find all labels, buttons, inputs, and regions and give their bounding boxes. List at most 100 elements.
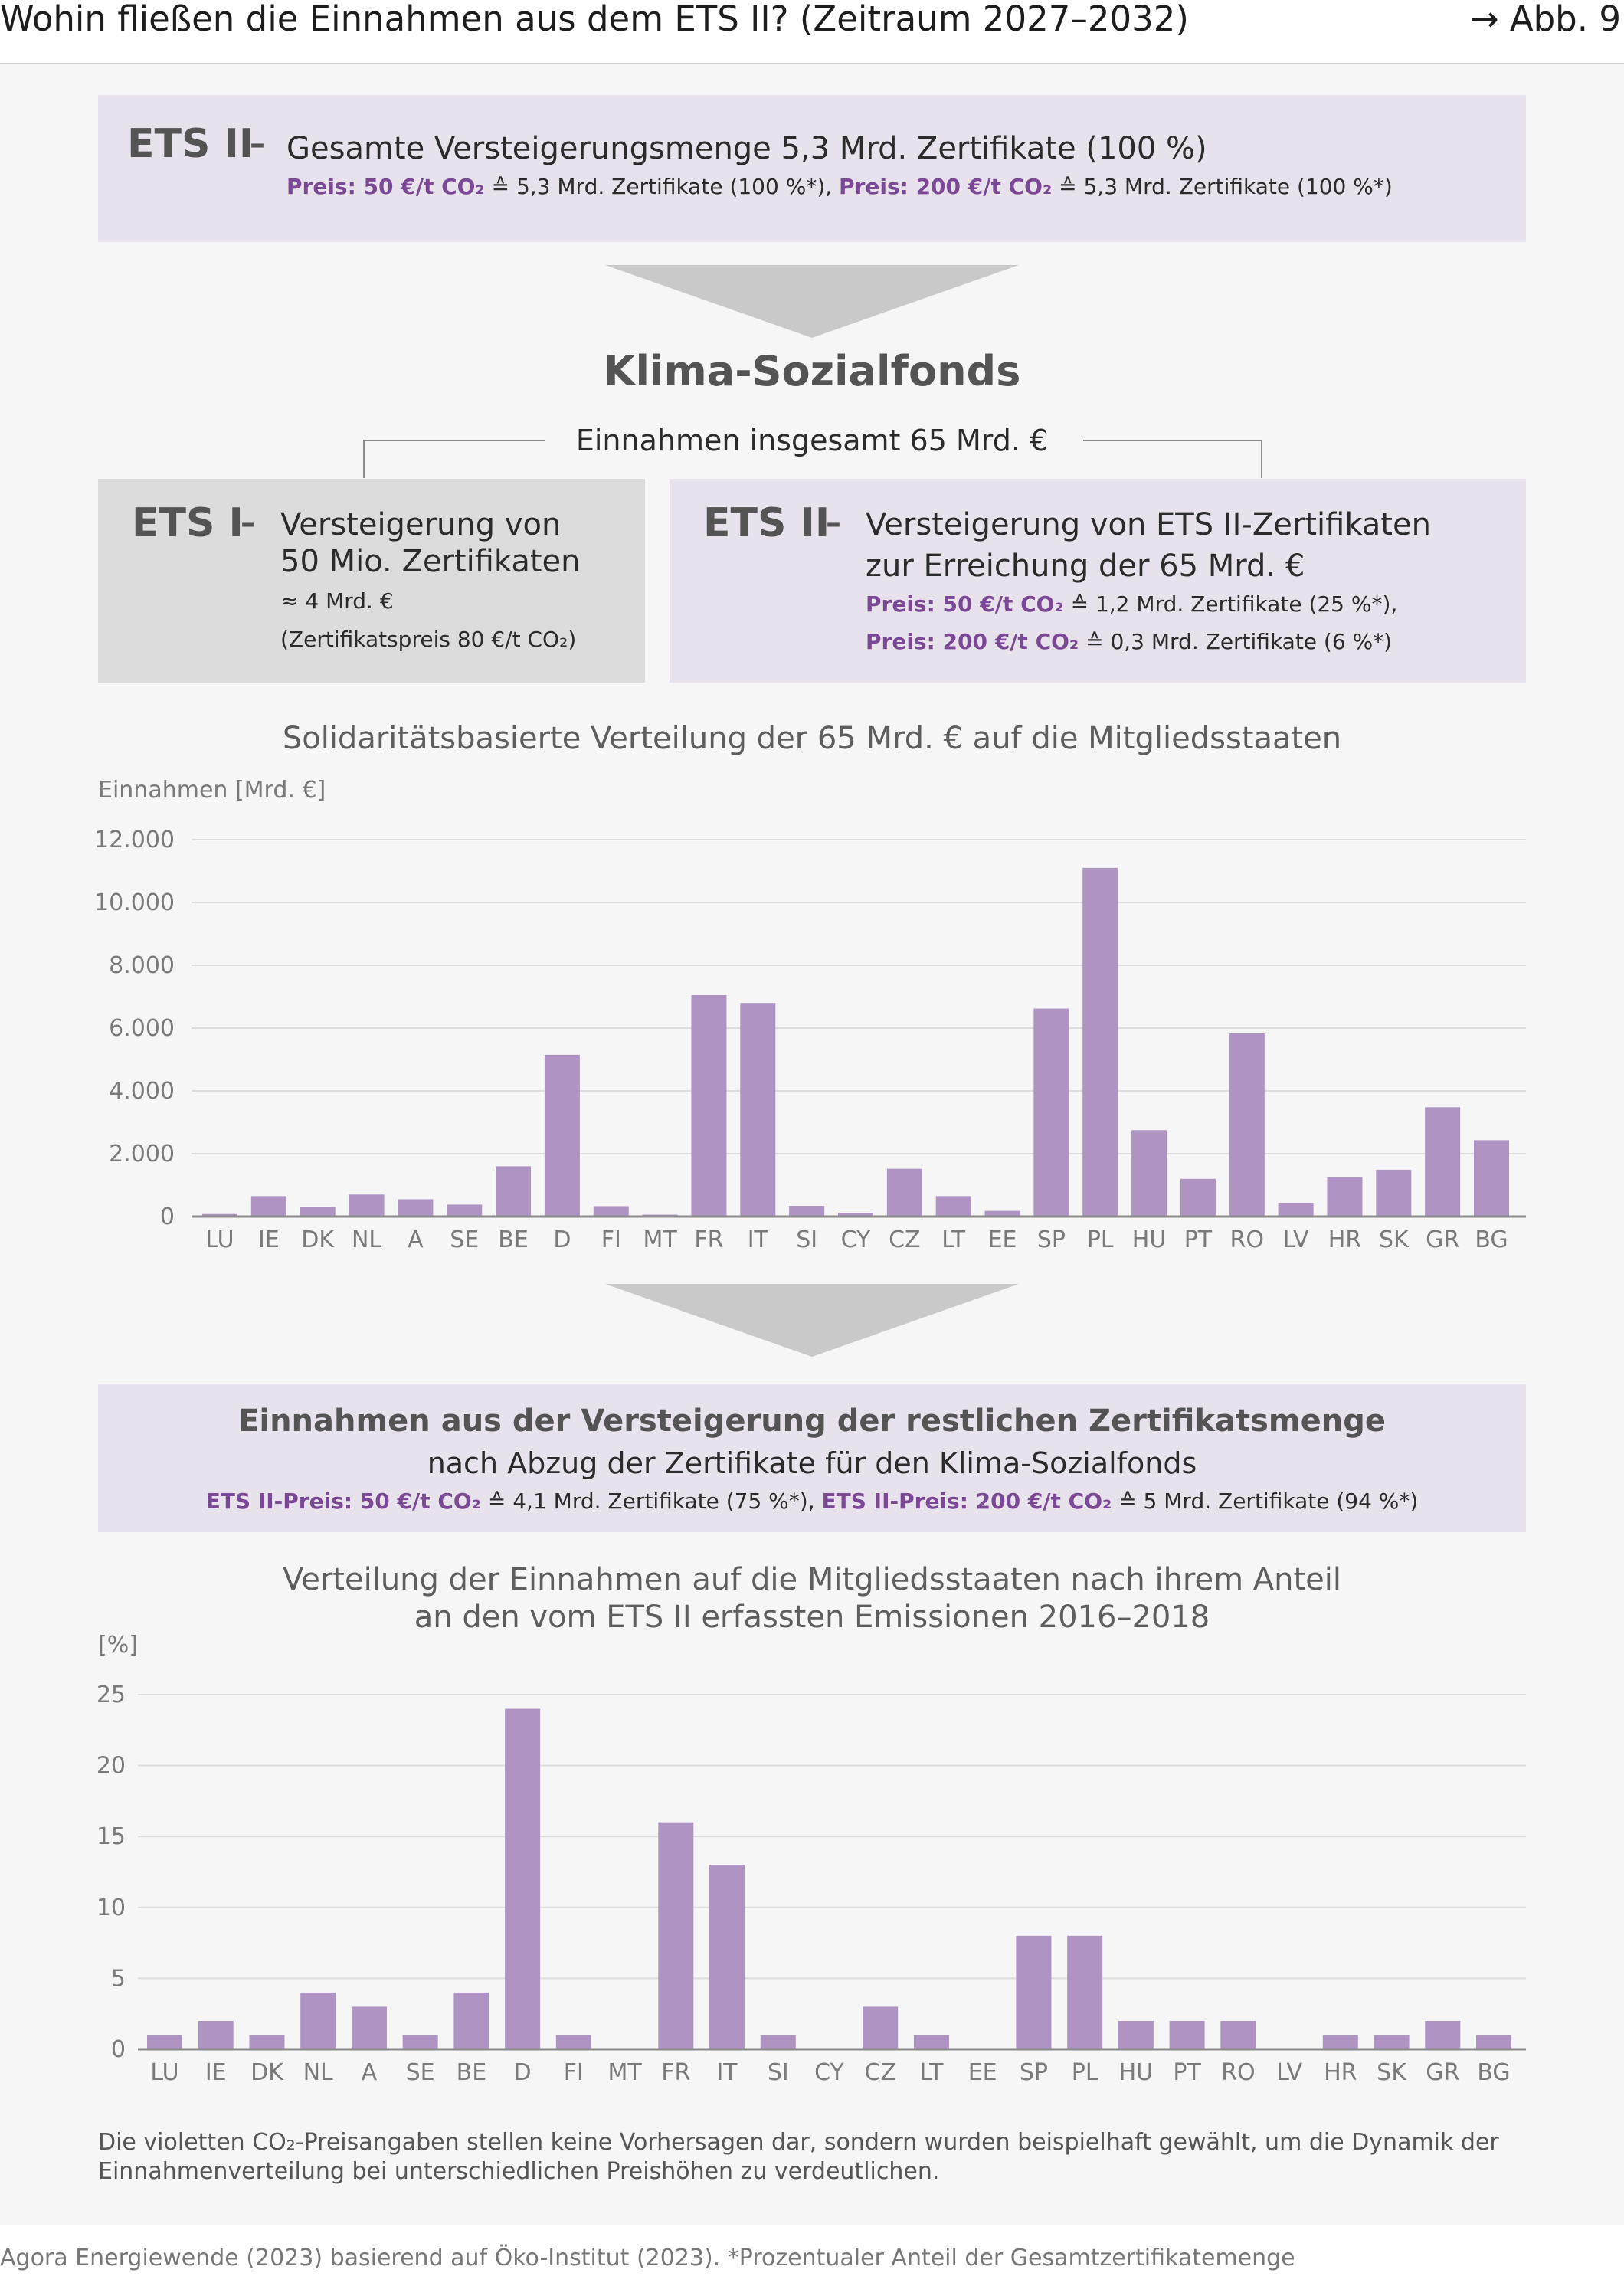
- chart2-x-tick-label: LT: [920, 2059, 945, 2086]
- down-arrow-icon: [605, 1284, 1019, 1357]
- chart2-y-tick-label: 5: [111, 1965, 126, 1992]
- chart1-bar-it: [740, 1003, 776, 1217]
- figure-reference: → Abb. 9: [1469, 0, 1621, 39]
- content-panel: [0, 64, 1624, 2225]
- chart2-x-tick-label: SE: [406, 2059, 435, 2086]
- chart2-svg: 0 5 10 15 20 25 LU IE DK NL A SE BE D FI MT FR IT SI CY CZ LT…: [97, 1682, 1526, 2086]
- ets2-line2: zur Erreichung der 65 Mrd. €: [866, 549, 1305, 584]
- chart2-x-tick-label: EE: [968, 2059, 997, 2086]
- price-200-text: ≙ 5,3 Mrd. Zertifikate (100 %*): [1052, 174, 1393, 199]
- chart1-x-tick-label: FR: [694, 1227, 723, 1253]
- chart1-bar-lt: [935, 1196, 971, 1217]
- chart2-x-tick-label: LV: [1276, 2059, 1302, 2086]
- remaining-price-200-label: ETS II-Preis: 200 €/t CO₂: [821, 1489, 1112, 1514]
- ets1-label: ETS I: [132, 500, 244, 546]
- chart1-x-tick-label: NL: [352, 1227, 381, 1253]
- chart2-bar-pl: [1067, 1935, 1103, 2049]
- ets2-price-200: Preis: 200 €/t CO₂ ≙ 0,3 Mrd. Zertifikat…: [866, 627, 1392, 657]
- chart2-x-tick-label: BE: [457, 2059, 487, 2086]
- chart2-x-tick-label: D: [514, 2059, 532, 2086]
- ets2-total-box: ETS II – Gesamte Versteigerungsmenge 5,3…: [98, 95, 1526, 242]
- chart1-x-tick-label: D: [553, 1227, 571, 1253]
- chart2-bar-d: [505, 1708, 541, 2049]
- chart1-x-tick-label: HR: [1328, 1227, 1361, 1253]
- chart2-bar-sp: [1016, 1935, 1052, 2049]
- chart2-x-tick-label: SP: [1020, 2059, 1048, 2086]
- chart1-x-tick-label: FI: [601, 1227, 621, 1253]
- chart1-bar-hr: [1327, 1177, 1363, 1217]
- chart1-x-tick-label: BG: [1475, 1227, 1508, 1253]
- chart2-bar-nl: [300, 1992, 336, 2049]
- chart2-bar-lt: [913, 2035, 949, 2049]
- chart1-y-tick-label: 8.000: [109, 952, 175, 979]
- chart1-bar-se: [447, 1204, 483, 1217]
- chart1-x-tick-label: CY: [841, 1227, 871, 1253]
- chart2-bar-hu: [1118, 2020, 1154, 2049]
- chart1-x-tick-label: A: [408, 1227, 424, 1253]
- down-arrow-icon: [605, 265, 1019, 338]
- price-200-label: Preis: 200 €/t CO₂: [839, 174, 1053, 199]
- remaining-line1: Einnahmen aus der Versteigerung der rest…: [238, 1403, 1386, 1439]
- chart2-bar-pt: [1169, 2020, 1205, 2049]
- chart1-y-axis-label: Einnahmen [Mrd. €]: [98, 777, 326, 804]
- chart2-bar-fi: [555, 2035, 591, 2049]
- chart1-x-tick-label: MT: [643, 1227, 678, 1253]
- price-50-label: Preis: 50 €/t CO₂: [286, 174, 485, 199]
- ets2-price-200-text: ≙ 0,3 Mrd. Zertifikate (6 %*): [1079, 629, 1393, 654]
- chart1-bar-fi: [593, 1206, 629, 1217]
- remaining-box: Einnahmen aus der Versteigerung der rest…: [98, 1384, 1526, 1532]
- chart1-y-tick-label: 2.000: [109, 1141, 175, 1168]
- chart2-y-axis-label: [%]: [98, 1632, 138, 1659]
- chart2-bar-dk: [249, 2035, 285, 2049]
- chart2-title-line2: an den vom ETS II erfassten Emissionen 2…: [414, 1600, 1210, 1635]
- chart2-x-tick-label: HU: [1119, 2059, 1154, 2086]
- chart1-x-tick-label: DK: [301, 1227, 335, 1253]
- chart2-bar-a: [351, 2006, 387, 2049]
- ets2-dash: –: [826, 506, 841, 541]
- source-note: Agora Energiewende (2023) basierend auf …: [0, 2245, 1295, 2271]
- chart2-bar-be: [453, 1992, 489, 2049]
- chart1-bar-bg: [1474, 1140, 1509, 1217]
- chart1-x-tick-label: SE: [450, 1227, 479, 1253]
- chart1-bar-pl: [1082, 867, 1118, 1217]
- chart1-x-tick-label: IT: [748, 1227, 769, 1253]
- chart2-y-tick-label: 10: [97, 1895, 126, 1921]
- remaining-prices: ETS II-Preis: 50 €/t CO₂ ≙ 4,1 Mrd. Zert…: [98, 1486, 1526, 1517]
- ets1-line4: (Zertifikatspreis 80 €/t CO₂): [280, 627, 577, 652]
- chart2-x-tick-label: A: [362, 2059, 378, 2086]
- chart1-x-tick-label: IE: [258, 1227, 280, 1253]
- remaining-line2: nach Abzug der Zertifikate für den Klima…: [427, 1446, 1197, 1480]
- price-50-text: ≙ 5,3 Mrd. Zertifikate (100 %*),: [484, 174, 840, 199]
- ets2-price-50-label: Preis: 50 €/t CO₂: [866, 591, 1064, 617]
- chart1-y-tick-label: 6.000: [109, 1015, 175, 1042]
- chart2-bar-sk: [1374, 2035, 1410, 2049]
- ets1-line2: 50 Mio. Zertifikaten: [280, 544, 581, 579]
- chart1-x-tick-label: EE: [988, 1227, 1017, 1253]
- chart1-x-tick-label: SI: [796, 1227, 817, 1253]
- chart2-x-tick-label: CY: [814, 2059, 844, 2086]
- chart1-y-tick-label: 12.000: [94, 827, 175, 853]
- chart1-bar-lu: [202, 1213, 237, 1217]
- chart2-bar-hr: [1322, 2035, 1358, 2049]
- chart2-y-tick-label: 0: [111, 2036, 126, 2063]
- chart2-bar-fr: [658, 1822, 694, 2049]
- chart2-bar-lu: [147, 2035, 182, 2049]
- chart2-x-tick-label: PL: [1072, 2059, 1098, 2086]
- chart1-bar-fr: [691, 994, 727, 1217]
- chart1-x-tick-label: LV: [1283, 1227, 1309, 1253]
- chart2-y-tick-label: 20: [97, 1753, 126, 1780]
- chart2-bar-bg: [1476, 2035, 1511, 2049]
- ets2-price-200-label: Preis: 200 €/t CO₂: [866, 629, 1079, 654]
- chart1-y-tick-label: 4.000: [109, 1078, 175, 1105]
- chart1-bar-hu: [1131, 1130, 1167, 1217]
- chart2-x-tick-label: FR: [661, 2059, 690, 2086]
- chart1-x-tick-label: LT: [941, 1227, 966, 1253]
- footnote: Die violetten CO₂-Preisangaben stellen k…: [98, 2129, 1499, 2185]
- remaining-price-200-text: ≙ 5 Mrd. Zertifikate (94 %*): [1112, 1489, 1419, 1514]
- chart2-x-tick-label: SI: [768, 2059, 789, 2086]
- ets2-price-50: Preis: 50 €/t CO₂ ≙ 1,2 Mrd. Zertifikate…: [866, 589, 1397, 620]
- chart1-x-tick-label: PL: [1087, 1227, 1114, 1253]
- chart1-title: Solidaritätsbasierte Verteilung der 65 M…: [282, 721, 1342, 756]
- ets2-box: ETS II – Versteigerung von ETS II-Zertif…: [670, 479, 1526, 683]
- ets2-total-heading: Gesamte Versteigerungsmenge 5,3 Mrd. Zer…: [286, 131, 1207, 166]
